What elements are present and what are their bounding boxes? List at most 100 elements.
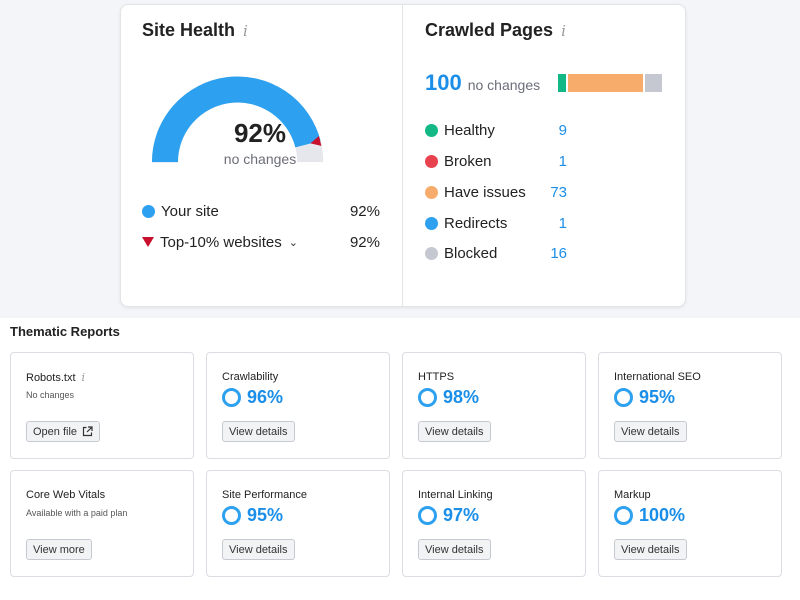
- stacked-bar-segment: [568, 74, 645, 92]
- info-icon[interactable]: i: [243, 21, 248, 40]
- tile-robots-txt: Robots.txt i No changes Open file: [10, 352, 194, 459]
- crawled-row-have-issues: Have issues 73: [425, 181, 567, 203]
- tile-title: Core Web Vitals: [26, 489, 106, 501]
- top-10-marker-icon: [310, 136, 322, 146]
- score-ring-icon: [222, 506, 241, 525]
- crawled-pages-title-text: Crawled Pages: [425, 20, 554, 40]
- crawled-row-label: Blocked: [444, 244, 498, 262]
- view-details-button[interactable]: View details: [614, 421, 687, 442]
- tile-score-value: 96%: [247, 387, 284, 407]
- crawled-row-count[interactable]: 1: [558, 214, 567, 232]
- score-ring-icon: [418, 506, 437, 525]
- info-icon[interactable]: i: [561, 21, 566, 40]
- summary-card: [120, 4, 686, 307]
- gauge-fill: [151, 76, 321, 163]
- tile-score[interactable]: 95%: [222, 505, 283, 526]
- tile-score[interactable]: 95%: [614, 387, 675, 408]
- crawled-row-redirects: Redirects 1: [425, 212, 567, 234]
- tile-score-value: 95%: [639, 387, 676, 407]
- tile-subtitle: Available with a paid plan: [26, 508, 128, 518]
- view-details-button[interactable]: View details: [418, 539, 491, 560]
- crawled-row-count[interactable]: 9: [558, 121, 567, 139]
- redirects-dot-icon: [425, 216, 438, 230]
- tile-score-value: 95%: [247, 505, 284, 525]
- tile-internal-linking: Internal Linking 97% View details: [402, 470, 586, 577]
- crawled-total-sub: no changes: [467, 77, 541, 93]
- blocked-dot-icon: [425, 246, 438, 260]
- score-ring-icon: [418, 388, 437, 407]
- view-details-button[interactable]: View details: [222, 421, 295, 442]
- tile-https: HTTPS 98% View details: [402, 352, 586, 459]
- stacked-bar-segment: [645, 74, 662, 92]
- view-more-button[interactable]: View more: [26, 539, 92, 560]
- open-file-button[interactable]: Open file: [26, 421, 101, 442]
- tile-core-web-vitals: Core Web Vitals Available with a paid pl…: [10, 470, 194, 577]
- legend-your-site: Your site 92%: [142, 200, 380, 222]
- gauge-score-sub: no changes: [223, 151, 297, 167]
- tile-title: Markup: [614, 489, 651, 501]
- tile-title: Crawlability: [222, 371, 279, 383]
- tile-score[interactable]: 97%: [418, 505, 479, 526]
- tile-site-performance: Site Performance 95% View details: [206, 470, 390, 577]
- button-label: Open file: [33, 425, 78, 438]
- legend-label: Top-10% websites: [160, 233, 282, 251]
- score-ring-icon: [222, 388, 241, 407]
- crawled-total: 100 no changes: [425, 70, 540, 96]
- legend-label: Your site: [161, 202, 219, 220]
- site-health-gauge: [151, 76, 324, 163]
- stacked-bar-segment: [567, 74, 569, 92]
- chevron-down-icon[interactable]: ⌄: [288, 236, 298, 249]
- info-icon[interactable]: i: [81, 371, 86, 384]
- gauge-score: 92%: [233, 118, 287, 148]
- tile-international-seo: International SEO 95% View details: [598, 352, 782, 459]
- crawled-row-healthy: Healthy 9: [425, 119, 567, 141]
- crawled-row-label: Broken: [444, 152, 492, 170]
- view-details-button[interactable]: View details: [418, 421, 491, 442]
- your-site-dot-icon: [142, 204, 155, 218]
- crawled-row-label: Redirects: [444, 214, 508, 232]
- stacked-bar-segment: [644, 74, 646, 92]
- legend-top-10[interactable]: Top-10% websites ⌄ 92%: [142, 231, 380, 253]
- crawled-row-count[interactable]: 73: [550, 183, 567, 201]
- tile-subtitle: No changes: [26, 390, 75, 400]
- site-health-title-text: Site Health: [142, 20, 236, 40]
- tile-title-wrap: Robots.txt i: [26, 371, 85, 384]
- legend-value: 92%: [349, 233, 380, 251]
- tile-score-value: 97%: [443, 505, 480, 525]
- tile-score-value: 98%: [443, 387, 480, 407]
- tile-markup: Markup 100% View details: [598, 470, 782, 577]
- crawled-row-blocked: Blocked 16: [425, 242, 567, 264]
- tile-crawlability: Crawlability 96% View details: [206, 352, 390, 459]
- tile-title: Robots.txt: [26, 371, 76, 384]
- crawled-row-label: Healthy: [444, 121, 495, 139]
- external-link-icon: [82, 426, 93, 437]
- crawled-pages-stacked-bar: [558, 74, 662, 92]
- crawled-total-count[interactable]: 100: [425, 70, 462, 95]
- have-issues-dot-icon: [425, 185, 438, 199]
- view-details-button[interactable]: View details: [222, 539, 295, 560]
- top-10-triangle-icon: [142, 237, 154, 247]
- tile-score[interactable]: 96%: [222, 387, 283, 408]
- tile-title: HTTPS: [418, 371, 455, 383]
- crawled-row-count[interactable]: 1: [558, 152, 567, 170]
- tile-score-value: 100%: [639, 505, 686, 525]
- crawled-row-label: Have issues: [444, 183, 526, 201]
- card-divider: [402, 5, 403, 306]
- tile-title: International SEO: [614, 371, 701, 383]
- score-ring-icon: [614, 388, 633, 407]
- legend-value: 92%: [349, 202, 380, 220]
- tile-title: Internal Linking: [418, 489, 493, 501]
- crawled-row-broken: Broken 1: [425, 150, 567, 172]
- site-health-title: Site Health i: [142, 20, 248, 41]
- tile-score[interactable]: 98%: [418, 387, 479, 408]
- healthy-dot-icon: [425, 123, 438, 137]
- crawled-row-count[interactable]: 16: [550, 244, 567, 262]
- score-ring-icon: [614, 506, 633, 525]
- tile-title: Site Performance: [222, 489, 307, 501]
- view-details-button[interactable]: View details: [614, 539, 687, 560]
- broken-dot-icon: [425, 154, 438, 168]
- stacked-bar-segment: [558, 74, 568, 92]
- crawled-pages-title: Crawled Pages i: [425, 20, 566, 41]
- thematic-reports-title: Thematic Reports: [10, 324, 120, 339]
- tile-score[interactable]: 100%: [614, 505, 685, 526]
